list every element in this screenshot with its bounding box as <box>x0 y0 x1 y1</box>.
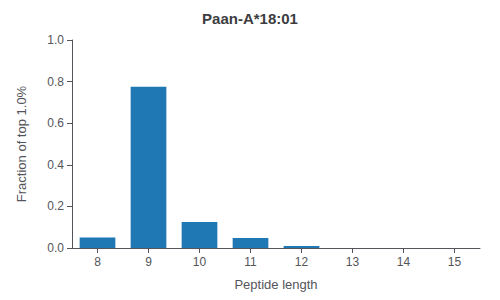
svg-text:1.0: 1.0 <box>47 33 64 47</box>
svg-text:Peptide length: Peptide length <box>234 277 317 292</box>
svg-text:0.0: 0.0 <box>47 241 64 255</box>
svg-text:0.6: 0.6 <box>47 116 64 130</box>
svg-text:0.2: 0.2 <box>47 199 64 213</box>
svg-text:14: 14 <box>397 255 411 269</box>
svg-text:0.8: 0.8 <box>47 75 64 89</box>
svg-text:9: 9 <box>145 255 152 269</box>
svg-text:Paan-A*18:01: Paan-A*18:01 <box>202 10 298 27</box>
svg-text:11: 11 <box>244 255 257 269</box>
svg-text:10: 10 <box>193 255 207 269</box>
svg-text:12: 12 <box>295 255 309 269</box>
svg-text:15: 15 <box>448 255 462 269</box>
svg-text:8: 8 <box>94 255 101 269</box>
svg-text:13: 13 <box>346 255 360 269</box>
svg-text:Fraction of top 1.0%: Fraction of top 1.0% <box>14 85 29 202</box>
svg-text:0.4: 0.4 <box>47 158 64 172</box>
